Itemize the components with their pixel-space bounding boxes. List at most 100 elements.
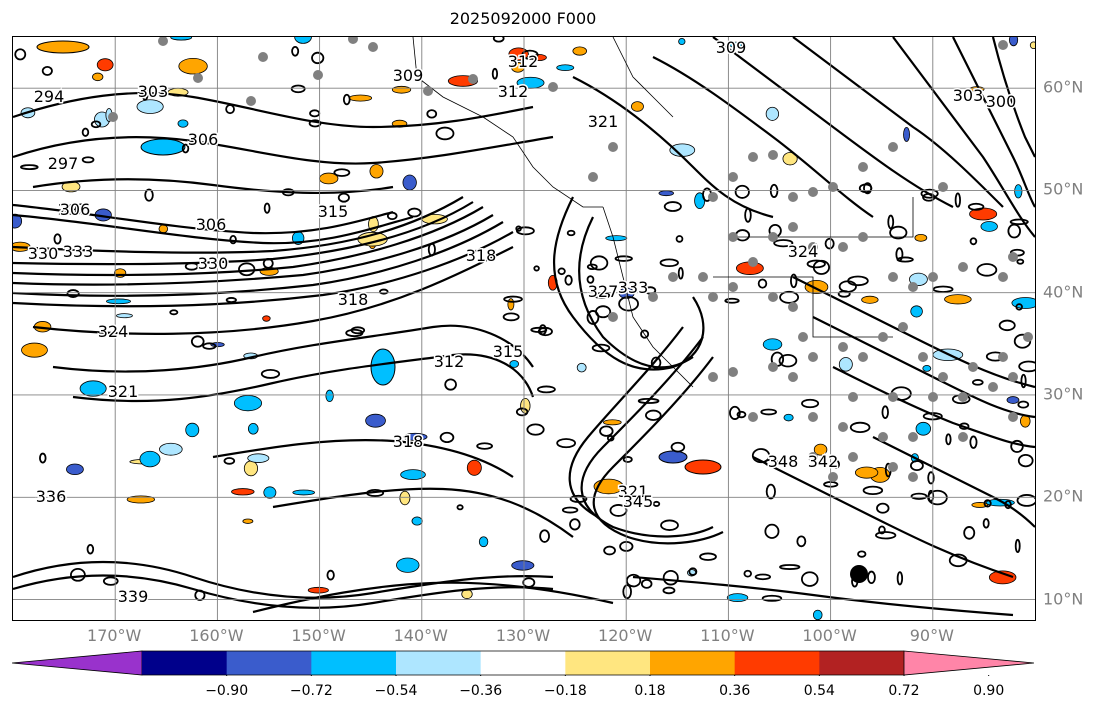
small-contour bbox=[515, 407, 529, 417]
small-contour bbox=[379, 288, 389, 295]
colorbar-tick-label: 0.18 bbox=[634, 683, 666, 699]
station-marker bbox=[888, 142, 898, 152]
small-contour bbox=[586, 263, 598, 270]
colorbar-tick-label: −0.90 bbox=[205, 683, 249, 699]
shaded-cell bbox=[914, 233, 928, 242]
small-contour bbox=[954, 192, 961, 208]
small-contour bbox=[564, 274, 573, 286]
contour-label: 312 bbox=[498, 82, 529, 101]
small-contour bbox=[764, 523, 780, 539]
small-contour bbox=[824, 237, 835, 250]
small-contour bbox=[569, 494, 588, 503]
contour-label: 297 bbox=[48, 154, 79, 173]
small-contour bbox=[538, 324, 547, 336]
small-contour bbox=[660, 519, 679, 531]
station-marker bbox=[768, 292, 778, 302]
small-contour bbox=[521, 49, 539, 60]
small-contour bbox=[735, 229, 751, 242]
shaded-cell bbox=[106, 298, 131, 305]
station-marker bbox=[788, 192, 798, 202]
station-marker bbox=[708, 192, 718, 202]
small-contour bbox=[595, 305, 612, 319]
shaded-cell bbox=[556, 64, 575, 72]
station-marker bbox=[858, 352, 868, 362]
station-marker bbox=[1008, 252, 1018, 262]
contour-label: 330 bbox=[28, 244, 59, 263]
small-contour bbox=[862, 485, 884, 496]
small-contour bbox=[263, 202, 271, 214]
contour-label: 297 bbox=[58, 200, 89, 219]
station-markers bbox=[108, 37, 1033, 583]
small-contour bbox=[1016, 258, 1025, 265]
contour-label: 345 bbox=[623, 492, 654, 511]
station-marker bbox=[708, 372, 718, 382]
small-contour bbox=[662, 586, 676, 595]
small-contour bbox=[945, 433, 952, 446]
small-contour bbox=[983, 499, 992, 508]
contour-labels: 2942972973003033033063063063093093123123… bbox=[26, 37, 1018, 608]
small-contour bbox=[569, 518, 581, 531]
small-contour bbox=[849, 421, 871, 434]
shaded-cell bbox=[402, 432, 428, 441]
station-marker bbox=[958, 432, 968, 442]
shaded-cell bbox=[391, 85, 412, 94]
small-contour bbox=[81, 127, 90, 137]
colorbar-extend-low bbox=[12, 650, 143, 676]
small-contour bbox=[847, 275, 869, 287]
small-contour bbox=[290, 84, 306, 94]
small-contour bbox=[181, 143, 190, 154]
contour-label: 318 bbox=[466, 246, 497, 265]
station-marker bbox=[748, 412, 758, 422]
station-marker bbox=[878, 332, 888, 342]
contour-label: 300 bbox=[986, 92, 1017, 111]
shaded-cell bbox=[507, 298, 515, 311]
colorbar-segment bbox=[565, 651, 651, 675]
colorbar-segment bbox=[226, 651, 312, 675]
small-contour bbox=[238, 262, 256, 277]
shaded-cell bbox=[1006, 396, 1020, 404]
small-contour bbox=[333, 168, 351, 177]
small-contour bbox=[439, 431, 455, 444]
small-contour bbox=[761, 594, 783, 602]
small-contour bbox=[754, 573, 772, 581]
station-marker bbox=[928, 272, 938, 282]
small-contour bbox=[337, 192, 350, 203]
longitude-label: 160°W bbox=[189, 626, 244, 645]
small-contour bbox=[202, 342, 217, 350]
small-contour bbox=[603, 545, 616, 556]
small-contour bbox=[342, 93, 351, 106]
small-contour bbox=[536, 385, 556, 394]
station-marker bbox=[888, 462, 898, 472]
shaded-cell bbox=[247, 422, 259, 435]
small-contour bbox=[982, 518, 990, 529]
station-marker bbox=[968, 362, 978, 372]
shaded-cell bbox=[576, 362, 587, 373]
station-marker bbox=[1023, 332, 1033, 342]
station-marker bbox=[848, 452, 858, 462]
small-contour bbox=[920, 188, 939, 199]
shaded-cell bbox=[185, 422, 200, 438]
shaded-cell bbox=[466, 459, 482, 476]
shaded-cell bbox=[370, 348, 396, 386]
shaded-cell bbox=[233, 395, 263, 412]
map-title: 2025092000 F000 bbox=[449, 9, 597, 28]
station-marker bbox=[838, 342, 848, 352]
station-marker bbox=[858, 232, 868, 242]
small-contour bbox=[659, 258, 679, 268]
latitude-label: 50°N bbox=[1043, 179, 1084, 199]
shaded-cell bbox=[399, 490, 411, 506]
colorbar-segment bbox=[142, 651, 228, 675]
shaded-cell bbox=[247, 453, 270, 463]
station-marker bbox=[848, 392, 858, 402]
shaded-cell bbox=[231, 488, 255, 496]
small-contour bbox=[650, 356, 662, 369]
small-contour bbox=[969, 435, 978, 449]
small-contour bbox=[586, 310, 600, 325]
shaded-cell bbox=[804, 280, 829, 294]
shaded-cell bbox=[762, 338, 783, 351]
contour-label: 294 bbox=[34, 87, 65, 106]
small-contour bbox=[969, 237, 978, 246]
station-marker bbox=[938, 182, 948, 192]
shaded-cell bbox=[658, 450, 688, 464]
small-contour bbox=[456, 504, 464, 511]
